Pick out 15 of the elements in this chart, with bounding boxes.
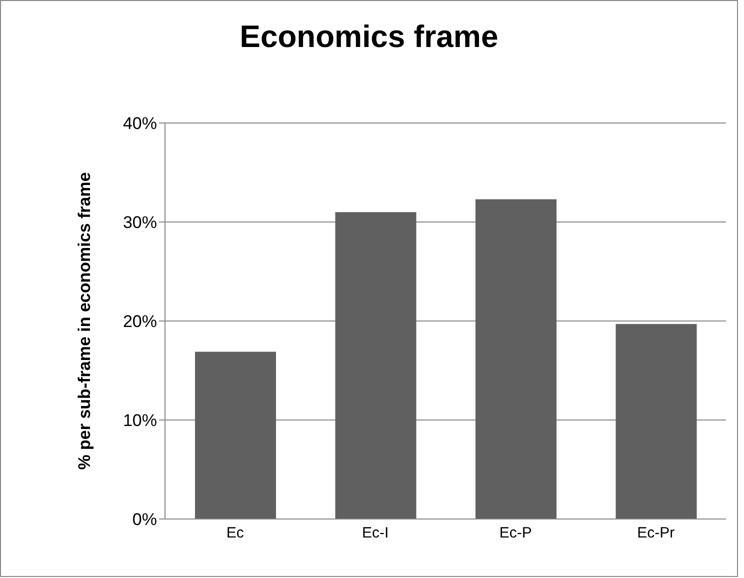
x-tick-label: Ec-Pr xyxy=(637,524,675,542)
bar xyxy=(195,352,276,519)
y-tick-label: 10% xyxy=(122,411,157,430)
y-tick-label: 30% xyxy=(122,213,157,232)
bar xyxy=(335,212,416,519)
bar xyxy=(476,199,556,519)
y-tick-label: 20% xyxy=(122,312,157,332)
x-tick-label: Ec xyxy=(226,524,244,542)
y-tick-label: 40% xyxy=(122,114,157,134)
y-tick-label: 0% xyxy=(132,510,157,530)
chart-title: Economics frame xyxy=(238,19,500,55)
x-tick-label: Ec-I xyxy=(362,524,389,542)
bar xyxy=(616,324,697,519)
x-tick-label: Ec-P xyxy=(499,524,532,542)
y-axis-title: % per sub-frame in economics frame xyxy=(75,172,95,470)
